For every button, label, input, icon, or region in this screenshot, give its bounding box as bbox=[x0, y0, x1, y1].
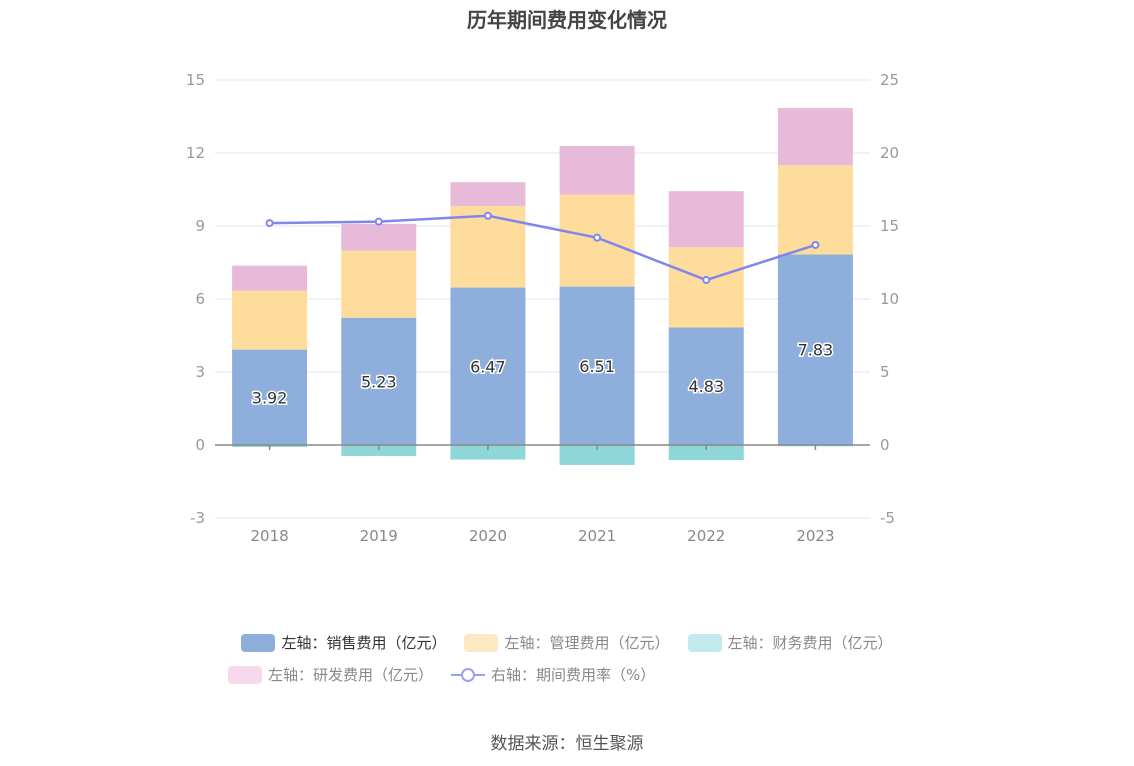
x-tick-label: 2019 bbox=[360, 527, 398, 545]
bar-segment bbox=[559, 286, 635, 445]
left-tick-label: -3 bbox=[190, 509, 205, 527]
x-tick-label: 2023 bbox=[796, 527, 834, 545]
bar-segment bbox=[450, 287, 526, 445]
grid-layer bbox=[215, 79, 870, 519]
legend-swatch-rate bbox=[451, 666, 486, 684]
legend-row-2: 左轴：研发费用（亿元） 右轴：期间费用率（%） bbox=[0, 664, 1134, 685]
legend-swatch-sales bbox=[241, 633, 276, 652]
bar-segment bbox=[668, 445, 744, 461]
right-tick-label: 15 bbox=[880, 217, 899, 235]
data-label-sales: 5.23 bbox=[361, 372, 397, 391]
bar-segment bbox=[232, 290, 308, 350]
x-tick-label: 2020 bbox=[469, 527, 507, 545]
right-tick-label: 20 bbox=[880, 144, 899, 162]
chart-area: -3 -5 0 0 3 5 6 10 9 15 12 20 15 25 2018 2019 2020 2021 20… bbox=[186, 71, 899, 545]
left-tick-label: 12 bbox=[186, 144, 205, 162]
bar-segment bbox=[668, 327, 744, 445]
bar-layer bbox=[232, 107, 853, 465]
right-tick-label: -5 bbox=[880, 509, 895, 527]
line-layer bbox=[265, 211, 820, 285]
legend-swatch-rnd bbox=[228, 665, 262, 684]
legend-item-finance[interactable]: 左轴：财务费用（亿元） bbox=[687, 632, 893, 653]
bar-segment bbox=[341, 317, 417, 445]
bar-segment bbox=[777, 165, 853, 255]
data-label-sales: 4.83 bbox=[688, 377, 724, 396]
left-tick-label: 3 bbox=[195, 363, 205, 381]
legend-item-admin[interactable]: 左轴：管理费用（亿元） bbox=[464, 632, 670, 653]
bar-segment bbox=[341, 445, 417, 456]
right-tick-label: 0 bbox=[880, 436, 890, 454]
legend-row-1: 左轴：销售费用（亿元） 左轴：管理费用（亿元） 左轴：财务费用（亿元） bbox=[0, 632, 1134, 653]
right-tick-label: 25 bbox=[880, 71, 899, 89]
bar-segment bbox=[232, 349, 308, 445]
legend-item-rnd[interactable]: 左轴：研发费用（亿元） bbox=[228, 664, 433, 685]
chart-title: 历年期间费用变化情况 bbox=[467, 8, 667, 32]
x-tick-label: 2022 bbox=[687, 527, 725, 545]
rate-point bbox=[811, 240, 820, 249]
data-label-sales: 3.92 bbox=[252, 388, 288, 407]
bar-segment bbox=[668, 191, 744, 248]
x-tick-label: 2018 bbox=[250, 527, 288, 545]
x-tick-label: 2021 bbox=[578, 527, 616, 545]
bar-segment bbox=[777, 254, 853, 445]
right-tick-label: 10 bbox=[880, 290, 899, 308]
legend-swatch-finance bbox=[687, 633, 722, 652]
rate-point bbox=[702, 276, 711, 285]
legend-label-sales: 左轴：销售费用（亿元） bbox=[281, 634, 447, 652]
bar-segment bbox=[341, 223, 417, 251]
legend-item-sales[interactable]: 左轴：销售费用（亿元） bbox=[241, 632, 446, 653]
right-tick-label: 5 bbox=[880, 363, 890, 381]
legend-label-rnd: 左轴：研发费用（亿元） bbox=[268, 666, 434, 684]
rate-point bbox=[593, 233, 602, 242]
bar-segment bbox=[341, 250, 417, 318]
legend-label-admin: 左轴：管理费用（亿元） bbox=[504, 634, 670, 652]
axis-layer: -3 -5 0 0 3 5 6 10 9 15 12 20 15 25 2018 2019 2020 2021 20… bbox=[186, 71, 899, 545]
rate-line bbox=[269, 214, 816, 282]
bar-segment bbox=[559, 445, 635, 465]
left-tick-label: 9 bbox=[195, 217, 205, 235]
bar-segment bbox=[559, 145, 635, 195]
data-label-sales: 6.51 bbox=[579, 357, 615, 376]
left-tick-label: 0 bbox=[195, 436, 205, 454]
source-note: 数据来源：恒生聚源 bbox=[490, 734, 644, 754]
legend-label-rate: 右轴：期间费用率（%） bbox=[491, 666, 656, 684]
bar-segment bbox=[777, 107, 853, 166]
legend-swatch-admin bbox=[464, 633, 499, 652]
data-label-sales: 6.47 bbox=[470, 357, 506, 376]
rate-point bbox=[265, 219, 274, 228]
left-tick-label: 15 bbox=[186, 71, 205, 89]
legend-item-rate[interactable]: 右轴：期间费用率（%） bbox=[451, 664, 655, 685]
rate-point bbox=[374, 217, 383, 226]
label-layer: 3.92 5.23 6.47 6.51 4.83 7.83 bbox=[250, 339, 834, 409]
legend-label-finance: 左轴：财务费用（亿元） bbox=[727, 634, 893, 652]
bar-segment bbox=[232, 265, 308, 291]
data-label-sales: 7.83 bbox=[798, 341, 834, 360]
bar-segment bbox=[450, 182, 526, 207]
left-tick-label: 6 bbox=[195, 290, 205, 308]
bar-segment bbox=[668, 247, 744, 328]
bar-segment bbox=[450, 445, 526, 460]
rate-point bbox=[483, 211, 492, 220]
